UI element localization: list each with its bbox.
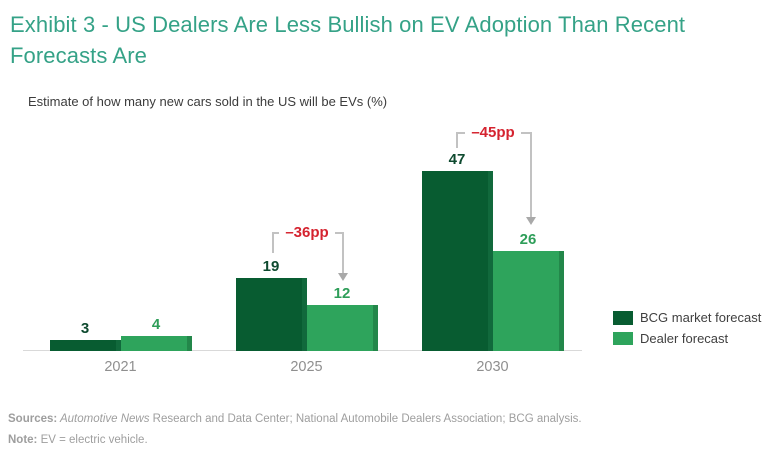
value-label-bcg-2025: 19 <box>262 258 280 275</box>
x-axis-label-2025: 2025 <box>290 359 323 375</box>
bar-dealer-2021 <box>120 336 192 351</box>
legend-item-bcg-market-forecast: BCG market forecast <box>613 310 762 326</box>
value-label-dealer-2021: 4 <box>151 316 161 333</box>
bar-bcg-2030 <box>421 171 493 351</box>
sources-text: Research and Data Center; National Autom… <box>149 413 582 425</box>
bar-dealer-2025 <box>306 305 378 351</box>
value-label-dealer-2030: 26 <box>519 231 537 248</box>
note-line: Note: EV = electric vehicle. <box>8 433 582 448</box>
chart-legend: BCG market forecast Dealer forecast <box>613 310 762 352</box>
legend-swatch-bcg-market-forecast <box>613 311 633 325</box>
value-label-dealer-2025: 12 <box>333 285 351 302</box>
annotation-bracket-left-0 <box>272 232 274 253</box>
exhibit-title-line1: Exhibit 3 - US Dealers Are Less Bullish … <box>10 12 686 37</box>
annotation-bracket-right-1 <box>530 132 532 217</box>
annotation-bracket-left-1 <box>456 132 458 148</box>
annotation-arrowhead-0 <box>337 273 348 281</box>
exhibit-title: Exhibit 3 - US Dealers Are Less Bullish … <box>10 9 685 71</box>
value-label-bcg-2021: 3 <box>80 320 90 337</box>
chart-subtitle: Estimate of how many new cars sold in th… <box>28 94 388 109</box>
note-label: Note: <box>8 434 38 446</box>
exhibit-title-line2: Forecasts Are <box>10 43 148 68</box>
bar-dealer-2030 <box>492 251 564 351</box>
sources-italic-text: Automotive News <box>57 413 150 425</box>
chart-footer: Sources: Automotive News Research and Da… <box>8 412 582 454</box>
note-text: EV = electric vehicle. <box>37 434 148 446</box>
legend-item-dealer-forecast: Dealer forecast <box>613 330 761 346</box>
annotation-arrowhead-1 <box>525 217 536 225</box>
sources-label: Sources: <box>8 413 58 425</box>
x-axis-label-2030: 2030 <box>476 359 509 375</box>
annotation-label-0: –36pp <box>279 224 335 241</box>
annotation-label-wrap-0: –36pp <box>272 224 342 242</box>
annotation-label-wrap-1: –45pp <box>456 124 530 142</box>
annotation-label-1: –45pp <box>465 124 521 141</box>
x-axis-label-2021: 2021 <box>104 359 137 375</box>
bar-bcg-2025 <box>235 278 307 351</box>
legend-label-bcg-market-forecast: BCG market forecast <box>640 310 762 326</box>
annotation-bracket-right-0 <box>342 232 344 273</box>
value-label-bcg-2030: 47 <box>448 151 466 168</box>
bar-bcg-2021 <box>49 340 121 351</box>
legend-label-dealer-forecast: Dealer forecast <box>640 330 729 346</box>
sources-line: Sources: Automotive News Research and Da… <box>8 412 582 427</box>
legend-swatch-dealer-forecast <box>613 331 633 345</box>
